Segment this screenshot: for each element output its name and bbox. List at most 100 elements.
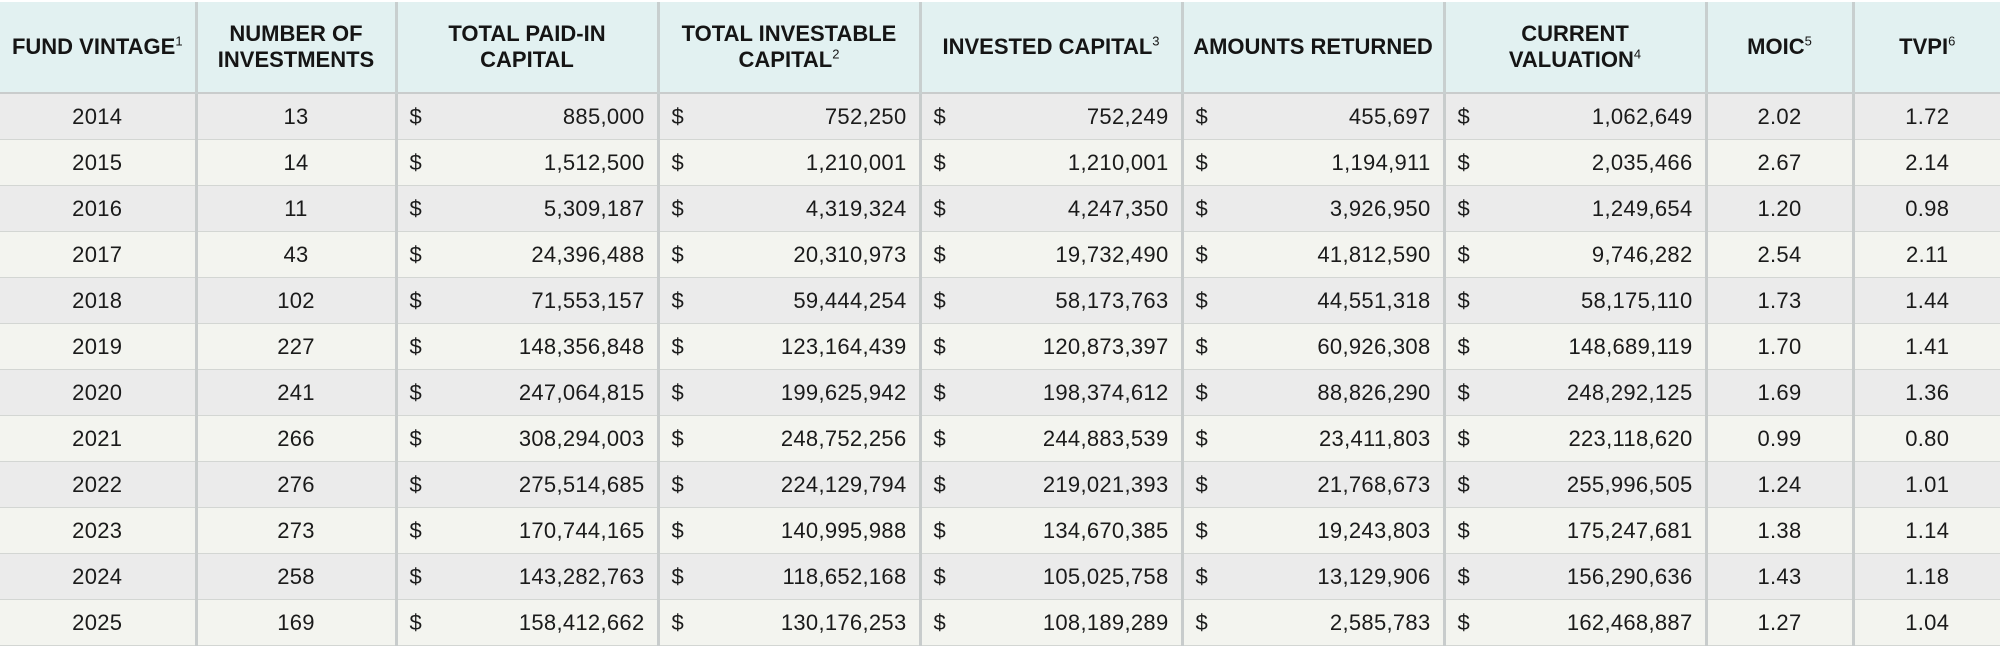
cell-current-valuation: $255,996,505	[1444, 461, 1708, 508]
cell-number-of-investments: 11	[196, 185, 398, 232]
currency-symbol: $	[1457, 195, 1471, 221]
currency-symbol: $	[409, 517, 423, 543]
currency-symbol: $	[1195, 471, 1209, 497]
cell-invested-capital: $120,873,397	[920, 323, 1184, 370]
amount-value: 4,247,350	[1067, 195, 1169, 221]
currency-symbol: $	[409, 195, 423, 221]
cell-number-of-investments: 266	[196, 415, 398, 462]
currency-symbol: $	[671, 149, 685, 175]
amount-value: 44,551,318	[1317, 287, 1431, 313]
cell-amounts-returned: $60,926,308	[1182, 323, 1446, 370]
cell-amounts-returned: $44,551,318	[1182, 277, 1446, 324]
amount-value: 58,175,110	[1581, 287, 1693, 313]
currency-symbol: $	[671, 241, 685, 267]
cell-total-paid-in-capital: $143,282,763	[396, 553, 660, 600]
cell-total-paid-in-capital: $71,553,157	[396, 277, 660, 324]
currency-symbol: $	[933, 287, 947, 313]
currency-symbol: $	[1457, 287, 1471, 313]
amount-value: 162,468,887	[1566, 609, 1693, 635]
cell-moic: 2.67	[1706, 139, 1855, 186]
currency-symbol: $	[409, 609, 423, 635]
cell-tvpi: 0.98	[1853, 185, 2000, 232]
amount-value: 223,118,620	[1568, 425, 1693, 451]
amount-value: 156,290,636	[1566, 563, 1693, 589]
amount-value: 148,356,848	[518, 333, 645, 359]
cell-number-of-investments: 14	[196, 139, 398, 186]
amount-value: 59,444,254	[793, 287, 907, 313]
currency-symbol: $	[933, 379, 947, 405]
cell-fund-vintage: 2024	[0, 553, 198, 600]
cell-total-investable-capital: $224,129,794	[658, 461, 922, 508]
currency-symbol: $	[1457, 241, 1471, 267]
cell-invested-capital: $134,670,385	[920, 507, 1184, 554]
header-moic: MOIC5	[1706, 2, 1855, 94]
currency-symbol: $	[933, 471, 947, 497]
amount-value: 158,412,662	[518, 609, 645, 635]
header-number-of-investments: NUMBER OF INVESTMENTS	[196, 2, 398, 94]
cell-total-paid-in-capital: $275,514,685	[396, 461, 660, 508]
cell-amounts-returned: $2,585,783	[1182, 599, 1446, 646]
amount-value: 275,514,685	[518, 471, 645, 497]
cell-amounts-returned: $1,194,911	[1182, 139, 1446, 186]
cell-amounts-returned: $41,812,590	[1182, 231, 1446, 278]
amount-value: 123,164,439	[780, 333, 907, 359]
cell-number-of-investments: 276	[196, 461, 398, 508]
cell-fund-vintage: 2019	[0, 323, 198, 370]
currency-symbol: $	[1195, 379, 1209, 405]
fund-performance-table: FUND VINTAGE1 NUMBER OF INVESTMENTS TOTA…	[0, 2, 2000, 646]
amount-value: 1,210,001	[805, 149, 907, 175]
cell-tvpi: 1.18	[1853, 553, 2000, 600]
cell-fund-vintage: 2015	[0, 139, 198, 186]
currency-symbol: $	[1195, 241, 1209, 267]
currency-symbol: $	[671, 379, 685, 405]
table-row: 2024 258 $143,282,763 $118,652,168 $105,025,…	[0, 553, 2000, 600]
amount-value: 58,173,763	[1055, 287, 1169, 313]
currency-symbol: $	[1195, 425, 1209, 451]
cell-moic: 1.69	[1706, 369, 1855, 416]
currency-symbol: $	[1457, 425, 1471, 451]
amount-value: 148,689,119	[1568, 333, 1693, 359]
amount-value: 41,812,590	[1317, 241, 1431, 267]
cell-moic: 2.54	[1706, 231, 1855, 278]
cell-total-investable-capital: $59,444,254	[658, 277, 922, 324]
cell-fund-vintage: 2017	[0, 231, 198, 278]
table-row: 2023 273 $170,744,165 $140,995,988 $134,670,…	[0, 507, 2000, 554]
cell-moic: 1.70	[1706, 323, 1855, 370]
currency-symbol: $	[1457, 379, 1471, 405]
cell-current-valuation: $175,247,681	[1444, 507, 1708, 554]
cell-amounts-returned: $21,768,673	[1182, 461, 1446, 508]
cell-total-investable-capital: $1,210,001	[658, 139, 922, 186]
currency-symbol: $	[1195, 195, 1209, 221]
currency-symbol: $	[933, 425, 947, 451]
cell-tvpi: 2.11	[1853, 231, 2000, 278]
amount-value: 199,625,942	[780, 379, 907, 405]
cell-amounts-returned: $23,411,803	[1182, 415, 1446, 462]
currency-symbol: $	[1195, 149, 1209, 175]
cell-moic: 2.02	[1706, 93, 1855, 140]
cell-total-investable-capital: $130,176,253	[658, 599, 922, 646]
currency-symbol: $	[1457, 471, 1471, 497]
cell-invested-capital: $58,173,763	[920, 277, 1184, 324]
cell-fund-vintage: 2016	[0, 185, 198, 232]
cell-fund-vintage: 2023	[0, 507, 198, 554]
amount-value: 885,000	[562, 103, 645, 129]
currency-symbol: $	[671, 517, 685, 543]
table-row: 2019 227 $148,356,848 $123,164,439 $120,873,…	[0, 323, 2000, 370]
amount-value: 105,025,758	[1042, 563, 1169, 589]
cell-total-paid-in-capital: $158,412,662	[396, 599, 660, 646]
currency-symbol: $	[1195, 517, 1209, 543]
currency-symbol: $	[933, 609, 947, 635]
header-total-paid-in-capital: TOTAL PAID-IN CAPITAL	[396, 2, 660, 94]
amount-value: 1,062,649	[1591, 103, 1693, 129]
cell-invested-capital: $108,189,289	[920, 599, 1184, 646]
cell-invested-capital: $244,883,539	[920, 415, 1184, 462]
cell-amounts-returned: $3,926,950	[1182, 185, 1446, 232]
amount-value: 2,035,466	[1591, 149, 1693, 175]
currency-symbol: $	[671, 287, 685, 313]
cell-amounts-returned: $88,826,290	[1182, 369, 1446, 416]
cell-invested-capital: $4,247,350	[920, 185, 1184, 232]
currency-symbol: $	[409, 103, 423, 129]
cell-current-valuation: $156,290,636	[1444, 553, 1708, 600]
amount-value: 13,129,906	[1317, 563, 1431, 589]
header-current-valuation: CURRENT VALUATION4	[1444, 2, 1708, 94]
